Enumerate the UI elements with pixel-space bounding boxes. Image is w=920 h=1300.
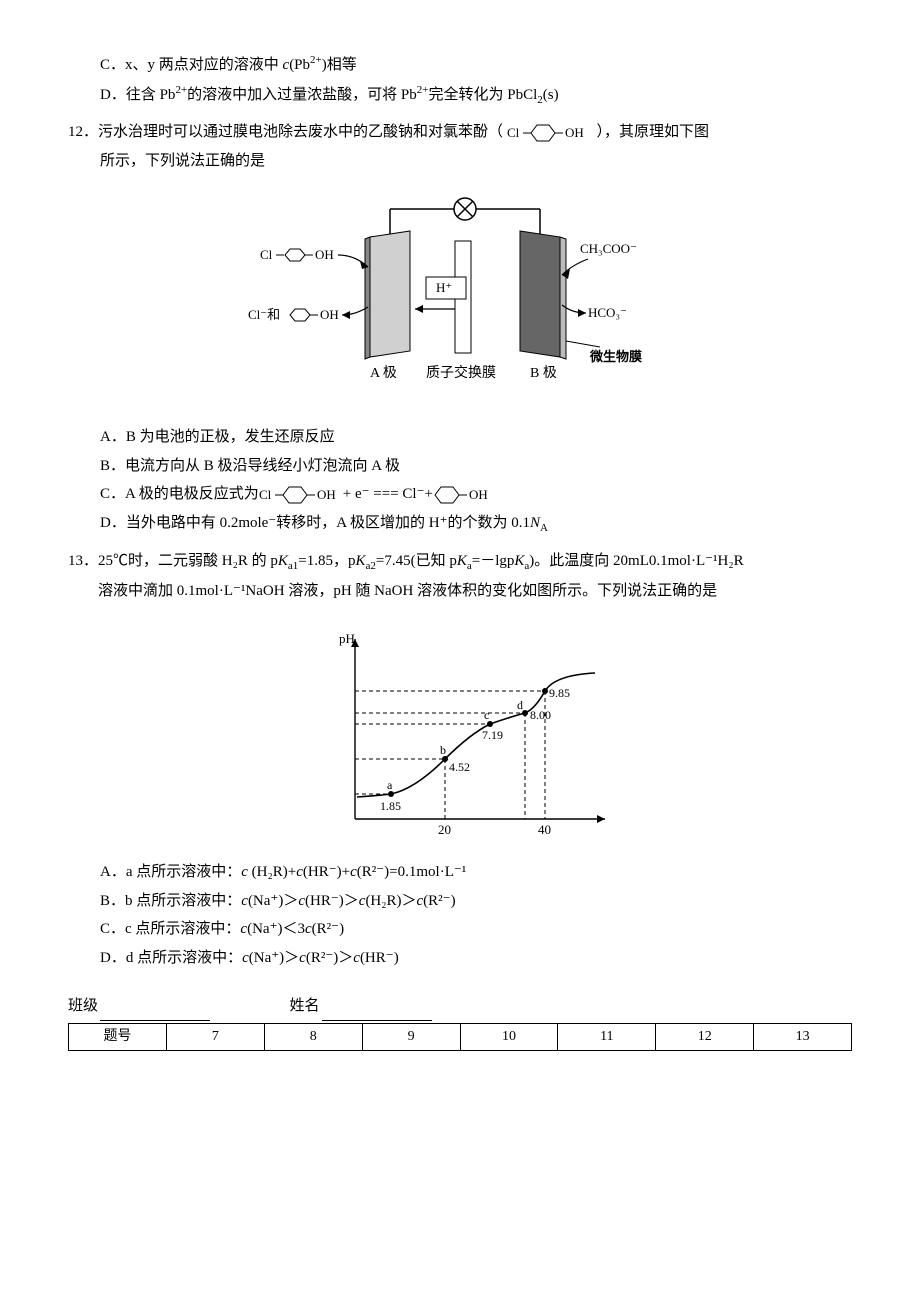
text: =1.85，p bbox=[298, 553, 355, 569]
svg-text:HCO₃⁻: HCO₃⁻ bbox=[588, 305, 627, 320]
text: 溶液中滴加 0.1mol·L⁻¹NaOH 溶液，pH 随 NaOH 溶液体积的变… bbox=[98, 577, 852, 606]
text: B．b 点所示溶液中： bbox=[100, 893, 241, 909]
text: =－lgp bbox=[472, 553, 515, 569]
text: (R²⁻)=0.1mol·L⁻¹ bbox=[357, 864, 467, 880]
svg-text:4.52: 4.52 bbox=[449, 760, 470, 774]
text: =7.45(已知 p bbox=[376, 553, 457, 569]
question-12: 12． 污水治理时可以通过膜电池除去废水中的乙酸钠和对氯苯酚（ Cl OH ），… bbox=[68, 118, 852, 538]
svg-text:OH: OH bbox=[469, 487, 488, 502]
header-cell: 12 bbox=[656, 1023, 754, 1051]
text: 25℃时，二元弱酸 H₂R 的 p bbox=[98, 553, 278, 569]
q12-stem-line2: 所示，下列说法正确的是 bbox=[100, 147, 852, 176]
svg-text:9.85: 9.85 bbox=[549, 686, 570, 700]
text: (R²⁻) bbox=[312, 921, 344, 937]
text: D．往含 Pb bbox=[100, 87, 175, 103]
text: (s) bbox=[543, 87, 559, 103]
reactant-icon: Cl OH bbox=[259, 484, 343, 506]
text: (Pb bbox=[289, 57, 310, 73]
membrane-cell-diagram: H⁺ Cl OH Cl⁻和 OH CH₃COO⁻ bbox=[68, 189, 852, 409]
svg-text:B 极: B 极 bbox=[530, 365, 557, 381]
text: C．A 极的电极反应式为 bbox=[100, 480, 259, 509]
class-blank[interactable] bbox=[100, 1003, 210, 1021]
ph-titration-chart: pH a 1.85 b 4.52 c 7.19 d bbox=[68, 619, 852, 844]
text: (R²⁻)＞ bbox=[306, 950, 353, 966]
text: (Na⁺)＞ bbox=[248, 893, 298, 909]
q12-opt-d: D．当外电路中有 0.2mole⁻转移时，A 极区增加的 H⁺的个数为 0.1N… bbox=[100, 509, 852, 539]
text: D．当外电路中有 0.2mole⁻转移时，A 极区增加的 H⁺的个数为 0.1 bbox=[100, 515, 530, 531]
svg-text:20: 20 bbox=[438, 822, 451, 837]
text: A．a 点所示溶液中： bbox=[100, 864, 241, 880]
svg-text:A 极: A 极 bbox=[370, 365, 397, 381]
svg-text:OH: OH bbox=[320, 307, 339, 322]
svg-text:OH: OH bbox=[315, 247, 334, 262]
q13-opt-b: B．b 点所示溶液中：c(Na⁺)＞c(HR⁻)＞c(H₂R)＞c(R²⁻) bbox=[100, 887, 852, 916]
text: (HR⁻)＞ bbox=[305, 893, 359, 909]
q12-stem-tail: ），其原理如下图 bbox=[597, 124, 710, 140]
answer-footer: 班级 姓名 题号 7 8 9 10 11 12 13 bbox=[68, 992, 852, 1051]
q12-number: 12． bbox=[68, 118, 98, 147]
q13-opt-d: D．d 点所示溶液中：c(Na⁺)＞c(R²⁻)＞c(HR⁻) bbox=[100, 944, 852, 973]
svg-text:Cl: Cl bbox=[259, 487, 272, 502]
header-cell: 11 bbox=[558, 1023, 656, 1051]
svg-text:1.85: 1.85 bbox=[380, 799, 401, 813]
svg-text:Cl: Cl bbox=[260, 247, 273, 262]
svg-text:a: a bbox=[387, 778, 393, 792]
text: (R²⁻) bbox=[423, 893, 455, 909]
header-cell: 10 bbox=[460, 1023, 558, 1051]
svg-text:OH: OH bbox=[565, 125, 584, 140]
text: (HR⁻) bbox=[360, 950, 399, 966]
text: (Na⁺)＜3 bbox=[247, 921, 305, 937]
svg-text:c: c bbox=[484, 708, 489, 722]
text: 完全转化为 PbCl bbox=[428, 87, 537, 103]
svg-text:微生物膜: 微生物膜 bbox=[589, 349, 642, 364]
q12-opt-b: B．电流方向从 B 极沿导线经小灯泡流向 A 极 bbox=[100, 452, 852, 481]
svg-text:8.00: 8.00 bbox=[530, 708, 551, 722]
h-plus-label: H⁺ bbox=[436, 280, 452, 295]
text: (H₂R)＞ bbox=[365, 893, 416, 909]
header-cell: 题号 bbox=[69, 1023, 167, 1051]
header-cell: 8 bbox=[264, 1023, 362, 1051]
name-blank[interactable] bbox=[322, 1003, 432, 1021]
header-cell: 9 bbox=[362, 1023, 460, 1051]
name-label: 姓名 bbox=[290, 998, 320, 1014]
q13-opt-a: A．a 点所示溶液中：c (H₂R)+c(HR⁻)+c(R²⁻)=0.1mol·… bbox=[100, 858, 852, 887]
text: C．x、y 两点对应的溶液中 bbox=[100, 57, 283, 73]
svg-text:质子交换膜: 质子交换膜 bbox=[426, 364, 496, 381]
q11-opt-c: C．x、y 两点对应的溶液中 c(Pb2+)相等 bbox=[100, 50, 852, 80]
q12-stem: 污水治理时可以通过膜电池除去废水中的乙酸钠和对氯苯酚（ bbox=[98, 124, 503, 140]
text: (H₂R)+ bbox=[248, 864, 296, 880]
svg-text:CH₃COO⁻: CH₃COO⁻ bbox=[580, 241, 637, 256]
svg-text:40: 40 bbox=[538, 822, 551, 837]
text: )相等 bbox=[322, 57, 357, 73]
table-row: 题号 7 8 9 10 11 12 13 bbox=[69, 1023, 852, 1051]
svg-text:Cl⁻和: Cl⁻和 bbox=[248, 307, 280, 322]
answer-table: 题号 7 8 9 10 11 12 13 bbox=[68, 1023, 852, 1052]
q13-opt-c: C．c 点所示溶液中：c(Na⁺)＜3c(R²⁻) bbox=[100, 915, 852, 944]
header-cell: 13 bbox=[754, 1023, 852, 1051]
product-icon: OH bbox=[433, 484, 503, 506]
svg-text:d: d bbox=[517, 698, 523, 712]
q12-opt-a: A．B 为电池的正极，发生还原反应 bbox=[100, 423, 852, 452]
text: C．c 点所示溶液中： bbox=[100, 921, 240, 937]
text: 的溶液中加入过量浓盐酸，可将 Pb bbox=[187, 87, 417, 103]
class-label: 班级 bbox=[68, 998, 98, 1014]
svg-text:7.19: 7.19 bbox=[482, 728, 503, 742]
svg-text:OH: OH bbox=[317, 487, 336, 502]
header-cell: 7 bbox=[166, 1023, 264, 1051]
chlorophenol-formula: Cl OH bbox=[507, 122, 593, 144]
q12-opt-c: C．A 极的电极反应式为 Cl OH + e⁻ === Cl⁻+ OH bbox=[100, 480, 852, 509]
text: (HR⁻)+ bbox=[303, 864, 350, 880]
text: + e⁻ === Cl⁻+ bbox=[343, 480, 433, 509]
question-13: 13． 25℃时，二元弱酸 H₂R 的 pKa1=1.85，pKa2=7.45(… bbox=[68, 547, 852, 972]
text: D．d 点所示溶液中： bbox=[100, 950, 242, 966]
q11-opt-d: D．往含 Pb2+的溶液中加入过量浓盐酸，可将 Pb2+完全转化为 PbCl2(… bbox=[100, 80, 852, 111]
svg-text:pH: pH bbox=[339, 631, 355, 646]
text: )。此温度向 20mL0.1mol·L⁻¹H₂R bbox=[529, 553, 743, 569]
q13-number: 13． bbox=[68, 547, 98, 605]
svg-text:Cl: Cl bbox=[507, 125, 520, 140]
svg-text:b: b bbox=[440, 743, 446, 757]
text: (Na⁺)＞ bbox=[249, 950, 299, 966]
